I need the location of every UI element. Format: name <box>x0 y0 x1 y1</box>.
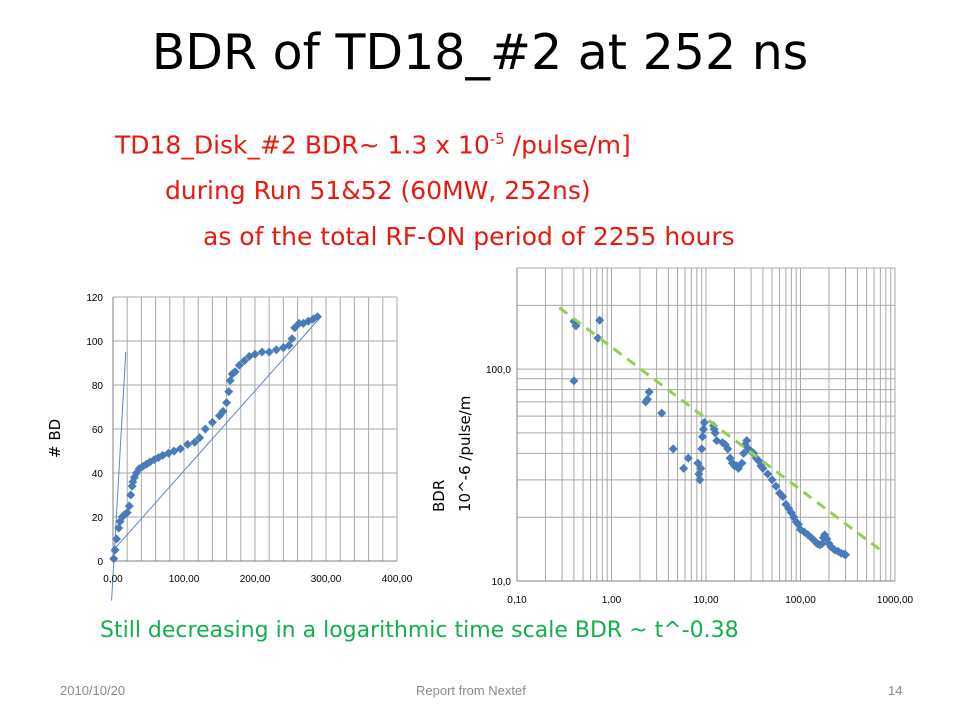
chart2-tick-labels: 0,10 1,00 10,00 100,00 1000,00 10,0 100,0 <box>486 365 914 606</box>
chart2-data-point <box>758 463 768 473</box>
chart1-data-point <box>250 349 260 359</box>
chart2-data-point <box>710 428 720 438</box>
chart2-data-point <box>723 444 733 454</box>
chart1-y-tick-label: 0 <box>97 557 103 568</box>
chart1-data-point <box>110 545 120 555</box>
chart1-data-point <box>175 444 185 454</box>
chart1-fit-line <box>111 318 320 553</box>
chart1-data-point <box>271 345 281 355</box>
subtitle-line-1-text: TD18_Disk_#2 BDR~ 1.3 x 10 <box>115 130 490 160</box>
chart1-x-tick-label: 200,00 <box>240 574 271 585</box>
chart1-data-point <box>222 398 232 408</box>
chart1-data-point <box>112 534 122 544</box>
chart1-axes <box>112 297 398 562</box>
chart2-data-point <box>696 463 706 473</box>
chart1-tick-labels: 0,00 100,00 200,00 300,00 400,00 0 20 40 60 80 100… <box>86 293 412 585</box>
chart1-data-point <box>183 439 193 449</box>
chart1-x-tick-label: 0,00 <box>103 574 123 585</box>
chart1-ylabel: # BD <box>46 418 64 458</box>
chart1-data-point <box>239 356 249 366</box>
chart1-data-point <box>124 501 134 511</box>
subtitle-line-1: TD18_Disk_#2 BDR~ 1.3 x 10-5 /pulse/m] <box>115 130 631 159</box>
chart1-y-tick-label: 120 <box>86 293 103 304</box>
footer-center: Report from Nextef <box>416 683 526 698</box>
chart1-y-tick-label: 60 <box>92 425 104 436</box>
chart2-x-tick-label: 0,10 <box>507 595 527 606</box>
chart1-data-point <box>114 523 124 533</box>
chart2-data-point <box>778 492 788 502</box>
chart2-x-tick-label: 1000,00 <box>877 595 914 606</box>
chart1-grid <box>113 296 397 561</box>
chart1-data-point <box>126 490 136 500</box>
slide-title: BDR of TD18_#2 at 252 ns <box>151 24 809 81</box>
chart2-data-point <box>767 475 777 485</box>
chart1-data-point <box>284 340 294 350</box>
chart2-data-point <box>569 376 579 386</box>
chart2-axes <box>516 267 896 582</box>
chart1-fit-lines <box>111 318 320 601</box>
chart1-data-point <box>218 406 228 416</box>
chart1-data-point <box>224 387 234 397</box>
subtitle-line-3: as of the total RF-ON period of 2255 hou… <box>203 222 735 251</box>
chart2-x-tick-label: 1,00 <box>602 595 622 606</box>
chart2-data-point <box>595 315 605 325</box>
chart1-x-tick-label: 100,00 <box>169 574 200 585</box>
chart2-data-point <box>642 394 652 404</box>
chart1-data-point <box>207 417 217 427</box>
chart1-y-tick-label: 80 <box>92 381 104 392</box>
chart1-y-tick-label: 100 <box>86 337 103 348</box>
chart2-data-point <box>679 463 689 473</box>
chart2-y-tick-label: 100,0 <box>486 365 511 376</box>
chart1-data-point <box>287 334 297 344</box>
chart2-ylabel-line1: BDR <box>430 479 448 512</box>
footer-date: 2010/10/20 <box>60 683 126 698</box>
chart1-data-point <box>109 554 119 564</box>
chart2-data-point <box>697 444 707 454</box>
chart1-data-point <box>195 433 205 443</box>
chart1-y-tick-label: 20 <box>92 513 104 524</box>
chart2-data-point <box>742 436 752 446</box>
chart2-data-point <box>657 408 667 418</box>
chart1-x-tick-label: 300,00 <box>311 574 342 585</box>
chart2-ylabel-line2: 10^-6 /pulse/m <box>456 395 474 512</box>
chart1-data-point <box>230 367 240 377</box>
chart1-data-point <box>200 424 210 434</box>
chart1-data-point <box>312 312 322 322</box>
chart2-data-point <box>739 448 749 458</box>
chart2-data-point <box>698 424 708 434</box>
chart2-data-point <box>683 453 693 463</box>
subtitle-line-1-unit: /pulse/m] <box>504 130 631 160</box>
chart2-data-point <box>841 550 851 560</box>
chart2-data-point <box>644 387 654 397</box>
chart1-fit-line <box>111 351 127 601</box>
subtitle-line-2: during Run 51&52 (60MW, 252ns) <box>165 176 591 205</box>
conclusion-text: Still decreasing in a logarithmic time s… <box>100 618 739 643</box>
chart2-data-point <box>699 417 709 427</box>
chart2-data-point <box>763 469 773 479</box>
chart2-data-point <box>668 444 678 454</box>
chart2-data-point <box>771 481 781 491</box>
chart2-x-tick-label: 10,00 <box>693 595 718 606</box>
chart2-points <box>569 315 851 560</box>
footer-page-number: 14 <box>888 683 903 698</box>
chart2-data-point <box>737 458 747 468</box>
chart2-x-tick-label: 100,00 <box>785 595 816 606</box>
chart1-data-point <box>190 437 200 447</box>
chart2-data-point <box>695 475 705 485</box>
chart1-x-tick-label: 400,00 <box>382 574 413 585</box>
chart1-y-tick-label: 40 <box>92 469 104 480</box>
chart2-data-point <box>698 432 708 442</box>
chart1-data-point <box>264 347 274 357</box>
chart2-y-tick-label: 10,0 <box>492 577 512 588</box>
chart1-data-point <box>257 347 267 357</box>
chart1-data-point <box>234 360 244 370</box>
chart1-points <box>109 312 322 564</box>
chart2-data-point <box>817 539 827 549</box>
subtitle-exponent: -5 <box>489 130 505 148</box>
